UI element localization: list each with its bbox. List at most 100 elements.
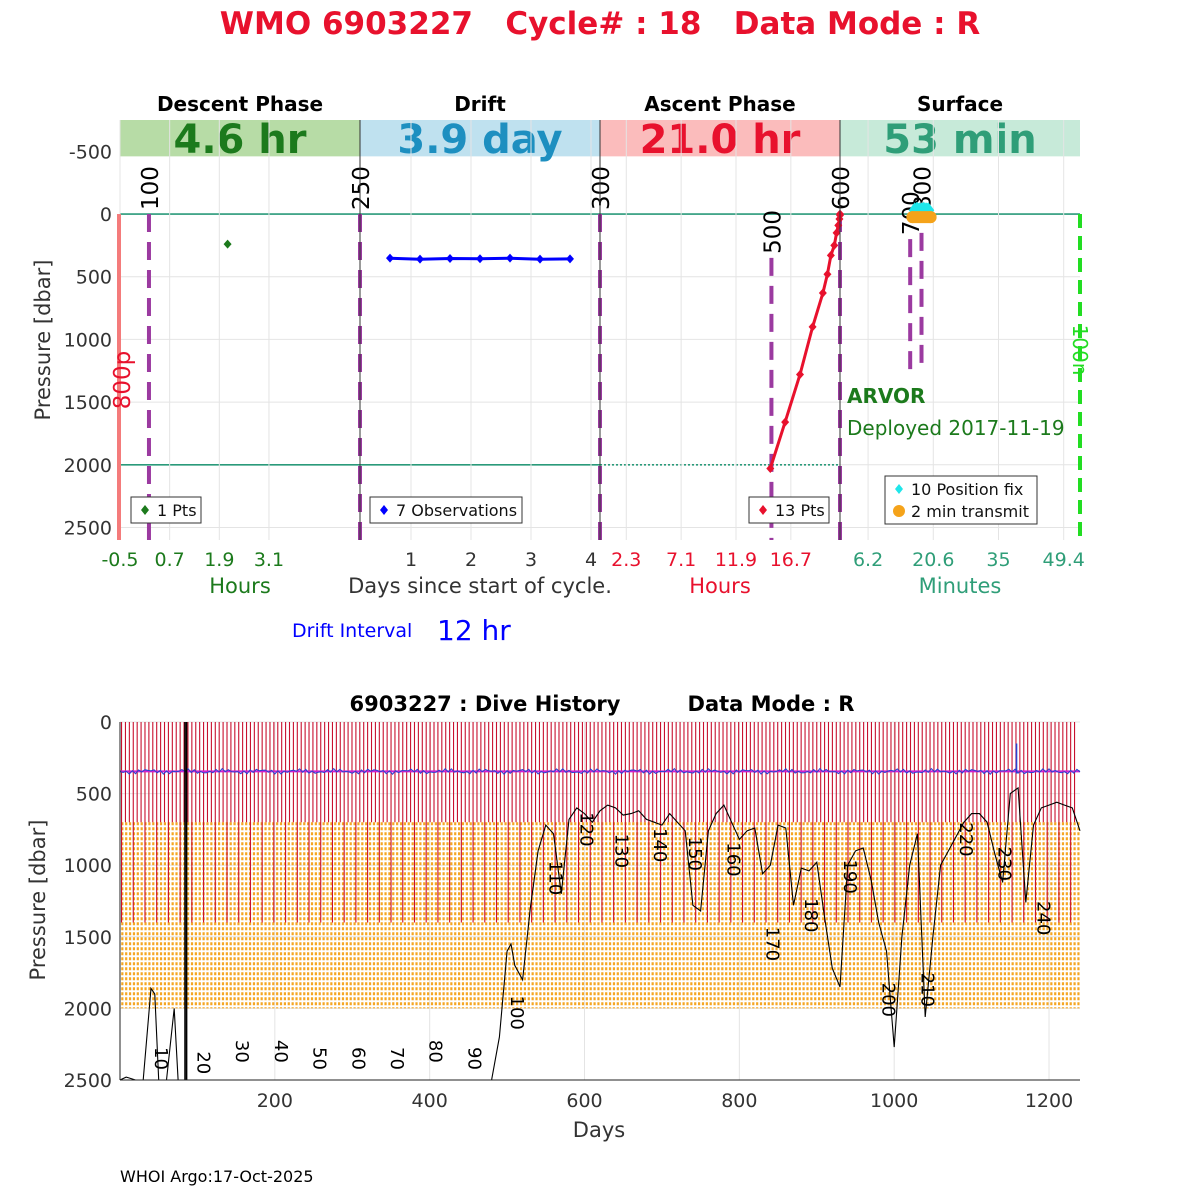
legend-label: 1 Pts <box>157 501 197 520</box>
bottom-x-axis-label: Days <box>573 1118 625 1142</box>
cycle-label: 130 <box>610 834 631 868</box>
surface-band <box>121 822 1080 1009</box>
data-point <box>446 254 454 264</box>
top-y-axis-label: Pressure [dbar] <box>31 260 55 421</box>
dive-history-plot: 200 400 600 800 1000 1200 0 500 1000 1500 2000 2500… <box>64 712 1081 1112</box>
cycle-label: 10 <box>150 1047 171 1070</box>
cycle-label: 200 <box>878 983 899 1017</box>
x-tick-label: 7.1 <box>666 549 696 571</box>
side-label: 800p <box>110 351 136 410</box>
top-y-tick-label: 0 <box>100 204 112 226</box>
x-tick-label: 3.1 <box>254 549 284 571</box>
top-y-tick-label: 500 <box>76 267 112 289</box>
cycle-label: 40 <box>270 1040 291 1063</box>
cycle-label: 70 <box>386 1047 407 1070</box>
cycle-label: 90 <box>463 1047 484 1070</box>
cycle-label: 180 <box>800 898 821 932</box>
x-tick-label: 4 <box>585 549 597 571</box>
drift-trace <box>119 767 1081 776</box>
phase-band <box>360 120 600 157</box>
dive-history-chart: 6903227 : Dive History Data Mode : R 200… <box>26 692 1081 1142</box>
data-point <box>823 269 832 279</box>
bottom-x-tick-label: 1200 <box>1025 1090 1073 1112</box>
side-label: 100n <box>1068 325 1092 376</box>
data-point <box>832 228 841 238</box>
cycle-label: 100 <box>506 996 527 1030</box>
bottom-x-tick-label: 1000 <box>870 1090 918 1112</box>
top-y-tick-label: -500 <box>69 141 112 163</box>
legend-marker <box>893 505 905 517</box>
data-point <box>386 253 394 263</box>
phase-band <box>600 120 840 157</box>
data-point <box>781 417 790 427</box>
data-point <box>506 253 514 263</box>
x-tick-label: 0.7 <box>155 549 185 571</box>
cycle-label: 190 <box>839 859 860 893</box>
panel-x-axis-label: Minutes <box>919 574 1002 598</box>
cycle-label: 120 <box>576 812 597 846</box>
x-tick-label: 6.2 <box>853 549 883 571</box>
legend-box <box>884 475 1038 525</box>
x-tick-label: 49.4 <box>1043 549 1085 571</box>
drift-interval-label: Drift Interval <box>292 620 412 642</box>
data-point <box>536 254 544 264</box>
bottom-x-tick-label: 600 <box>566 1090 602 1112</box>
data-point <box>796 370 804 380</box>
cycle-label: 20 <box>192 1051 213 1074</box>
legend-box <box>369 496 523 524</box>
phase-title: Descent Phase <box>157 92 323 116</box>
cycle-label: 30 <box>231 1040 252 1063</box>
bottom-x-tick-label: 400 <box>412 1090 448 1112</box>
deploy-date: Deployed 2017-11-19 <box>847 416 1065 440</box>
panel-x-axis-label: Hours <box>209 574 271 598</box>
x-tick-label: 11.9 <box>715 549 757 571</box>
cycle-label: 80 <box>425 1040 446 1063</box>
x-tick-label: 1.9 <box>204 549 234 571</box>
cycle-label: 160 <box>723 842 744 876</box>
top-x-axis-label: Days since start of cycle. <box>348 574 612 598</box>
data-point <box>223 239 232 249</box>
bottom-x-tick-label: 800 <box>721 1090 757 1112</box>
bottom-y-tick-label: 1000 <box>64 855 112 877</box>
phase-duration: 4.6 hr <box>174 117 307 163</box>
x-tick-label: 1 <box>405 549 417 571</box>
panel-x-axis-label: Hours <box>689 574 751 598</box>
phase-duration: 21.0 hr <box>640 117 801 163</box>
legend-label: 10 Position fix <box>911 480 1023 499</box>
legend-label: 7 Observations <box>396 501 517 520</box>
dive-history-title: 6903227 : Dive History <box>350 692 621 716</box>
cycle-label: 230 <box>994 847 1015 881</box>
data-point <box>830 240 839 250</box>
bottom-y-tick-label: 1500 <box>64 927 112 949</box>
top-y-tick-label: 2500 <box>64 517 112 539</box>
figure-title: WMO 6903227 Cycle# : 18 Data Mode : R <box>220 6 981 42</box>
legend-label: 13 Pts <box>775 501 825 520</box>
phase-duration: 3.9 day <box>397 117 562 163</box>
bottom-y-tick-label: 2500 <box>64 1070 112 1092</box>
cycle-label: 50 <box>309 1047 330 1070</box>
x-tick-label: 3 <box>525 549 537 571</box>
drift-interval-value: 12 hr <box>437 614 511 647</box>
dive-history-subtitle: Data Mode : R <box>688 692 855 716</box>
panel-descent-phase: -0.5 0.7 1.9 3.1 Hours 100 250 1 Pts 800p <box>101 120 375 598</box>
event-line-label: 300 <box>589 166 615 210</box>
panel-drift: 1 2 3 4 300 7 Observations <box>359 120 615 571</box>
phase-band <box>840 120 1080 157</box>
bottom-x-tick-label: 200 <box>257 1090 293 1112</box>
phase-band <box>120 120 360 157</box>
footer-credit: WHOI Argo:17-Oct-2025 <box>120 1167 314 1186</box>
x-tick-label: 35 <box>986 549 1010 571</box>
cycle-label: 210 <box>916 973 937 1007</box>
top-y-tick-label: 1000 <box>64 329 112 351</box>
cycle-label: 170 <box>761 927 782 961</box>
phase-panels: -0.5 0.7 1.9 3.1 Hours 100 250 1 Pts 800p 1 2 3 4 300… <box>101 120 1092 598</box>
side-marker <box>117 214 121 540</box>
legend-marker <box>141 505 149 515</box>
x-tick-label: -0.5 <box>101 549 138 571</box>
cycle-label: 140 <box>649 828 670 862</box>
data-point <box>826 250 835 260</box>
x-tick-label: 2.3 <box>611 549 641 571</box>
